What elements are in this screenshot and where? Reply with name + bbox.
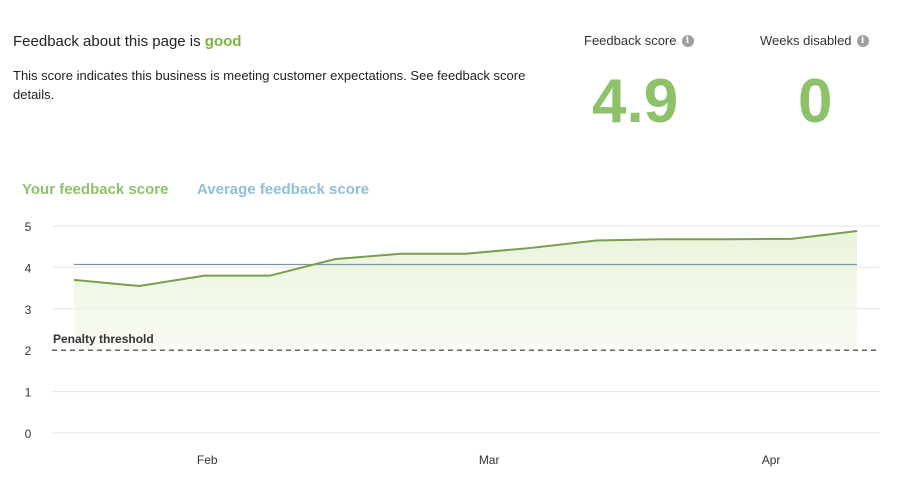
- legend-average-feedback-score[interactable]: Average feedback score: [197, 181, 370, 198]
- headline-prefix: Feedback about this page is: [13, 33, 201, 50]
- weeks-disabled-label-text: Weeks disabled: [760, 33, 852, 48]
- feedback-score-info-icon[interactable]: i: [681, 34, 694, 47]
- x-tick-label: Apr: [762, 453, 781, 467]
- feedback-score-value: 4.9: [592, 67, 679, 136]
- y-tick-label: 0: [25, 427, 32, 441]
- feedback-description: This score indicates this business is me…: [13, 66, 533, 104]
- y-tick-label: 3: [25, 303, 32, 317]
- penalty-threshold-label: Penalty threshold: [53, 332, 154, 346]
- x-tick-label: Feb: [197, 453, 218, 467]
- your-score-area: [74, 230, 857, 351]
- feedback-headline: Feedback about this page is good: [13, 33, 241, 50]
- description-text: This score indicates this business is me…: [13, 68, 407, 83]
- y-tick-label: 2: [25, 344, 32, 358]
- feedback-rating: good: [204, 33, 242, 50]
- feedback-details-link[interactable]: See feedback score details.: [13, 68, 526, 102]
- y-tick-label: 1: [25, 386, 32, 400]
- legend-your-feedback-score[interactable]: Your feedback score: [22, 181, 169, 198]
- weeks-disabled-value: 0: [798, 67, 833, 136]
- x-tick-label: Mar: [479, 453, 500, 467]
- weeks-disabled-info-icon[interactable]: i: [856, 34, 869, 47]
- feedback-score-label-text: Feedback score: [584, 33, 677, 48]
- feedback-score-label: Feedback score i: [584, 33, 694, 48]
- y-tick-label: 4: [25, 261, 32, 275]
- y-tick-label: 5: [25, 220, 32, 234]
- your-score-line: [73, 229, 858, 288]
- weeks-disabled-label: Weeks disabled i: [760, 33, 869, 48]
